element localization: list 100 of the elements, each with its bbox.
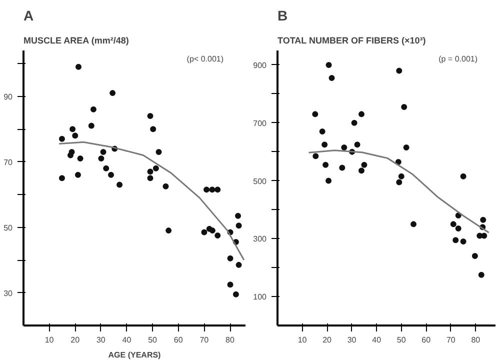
point: [227, 282, 234, 288]
point: [72, 132, 78, 139]
x-axis-title: AGE (YEARS): [108, 350, 162, 360]
point: [401, 104, 408, 110]
point: [322, 142, 328, 148]
line-series: [308, 150, 490, 234]
point: [147, 175, 154, 182]
point: [98, 156, 104, 162]
point: [150, 126, 156, 132]
point: [147, 112, 154, 119]
point: [166, 228, 172, 234]
point: [70, 126, 76, 132]
point: [100, 148, 106, 155]
point: [312, 153, 319, 160]
x-tick-label: 70: [200, 336, 210, 344]
point: [58, 175, 65, 182]
y-tick-label: 30: [4, 288, 14, 298]
point: [326, 178, 332, 184]
point: [209, 228, 216, 234]
chart-title: B: [278, 8, 288, 24]
point: [75, 64, 82, 70]
point: [156, 148, 162, 155]
point: [354, 142, 360, 148]
x-tick-label: 50: [148, 336, 158, 344]
point: [455, 212, 462, 218]
point: [108, 172, 114, 178]
point: [227, 255, 234, 262]
point: [77, 156, 84, 162]
point: [396, 68, 402, 74]
point: [201, 229, 208, 236]
point: [328, 75, 335, 81]
x-tick-label: 60: [422, 336, 432, 344]
point: [410, 221, 416, 228]
y-tick-label: 70: [4, 158, 14, 167]
point: [103, 165, 110, 172]
point: [358, 168, 364, 174]
y-tick-label: 500: [253, 176, 268, 186]
point: [481, 232, 488, 239]
x-tick-label: 10: [298, 336, 308, 344]
chart-title: A: [24, 8, 34, 24]
point: [312, 111, 318, 118]
chart-subtitle: MUSCLE AREA (mm²/48): [24, 36, 129, 46]
point: [460, 238, 466, 245]
point: [147, 168, 154, 175]
point: [88, 122, 94, 129]
point: [460, 173, 466, 180]
point: [478, 272, 484, 278]
y-tick-label: 300: [253, 234, 268, 244]
point: [396, 179, 402, 186]
point: [74, 172, 81, 178]
point: [361, 162, 368, 168]
point: [116, 182, 123, 188]
point: [326, 62, 332, 68]
point: [319, 128, 326, 135]
x-tick-label: 30: [347, 336, 357, 344]
x-tick-label: 10: [44, 336, 54, 344]
point: [351, 120, 358, 126]
annotation: (p = 0.001): [438, 54, 478, 64]
point: [209, 186, 216, 193]
point: [90, 106, 96, 112]
point: [339, 164, 346, 171]
x-tick-label: 80: [471, 336, 481, 344]
point: [452, 237, 459, 244]
point: [214, 232, 221, 238]
annotation: (p< 0.001): [186, 54, 224, 64]
y-tick-label: 100: [253, 292, 268, 302]
point: [110, 90, 116, 96]
point: [403, 144, 410, 150]
x-tick-label: 70: [446, 336, 456, 344]
point: [341, 144, 348, 150]
point: [232, 291, 239, 298]
point: [58, 136, 65, 142]
point: [455, 226, 462, 232]
chart-subtitle: TOTAL NUMBER OF FIBERS (×10³): [278, 36, 426, 46]
point: [204, 186, 210, 193]
x-tick-label: 30: [96, 336, 106, 344]
point: [162, 183, 169, 190]
point: [322, 162, 329, 168]
point: [398, 173, 404, 180]
point: [450, 221, 456, 228]
x-tick-label: 40: [372, 336, 382, 344]
point: [236, 262, 242, 268]
y-tick-label: 50: [4, 223, 14, 232]
point: [235, 212, 242, 219]
y-tick-label: 700: [253, 118, 268, 128]
y-tick-label: 90: [4, 92, 14, 102]
point: [67, 152, 74, 158]
x-tick-label: 60: [174, 336, 184, 344]
y-tick-label: 900: [253, 60, 268, 70]
point: [236, 222, 242, 229]
point: [358, 111, 364, 118]
point: [214, 186, 221, 193]
point: [472, 253, 478, 260]
point: [480, 216, 486, 223]
x-tick-label: 50: [396, 336, 406, 344]
point: [152, 165, 159, 172]
x-tick-label: 80: [226, 336, 236, 344]
line-series: [58, 141, 245, 261]
x-tick-label: 20: [322, 336, 332, 344]
x-tick-label: 40: [122, 336, 132, 344]
